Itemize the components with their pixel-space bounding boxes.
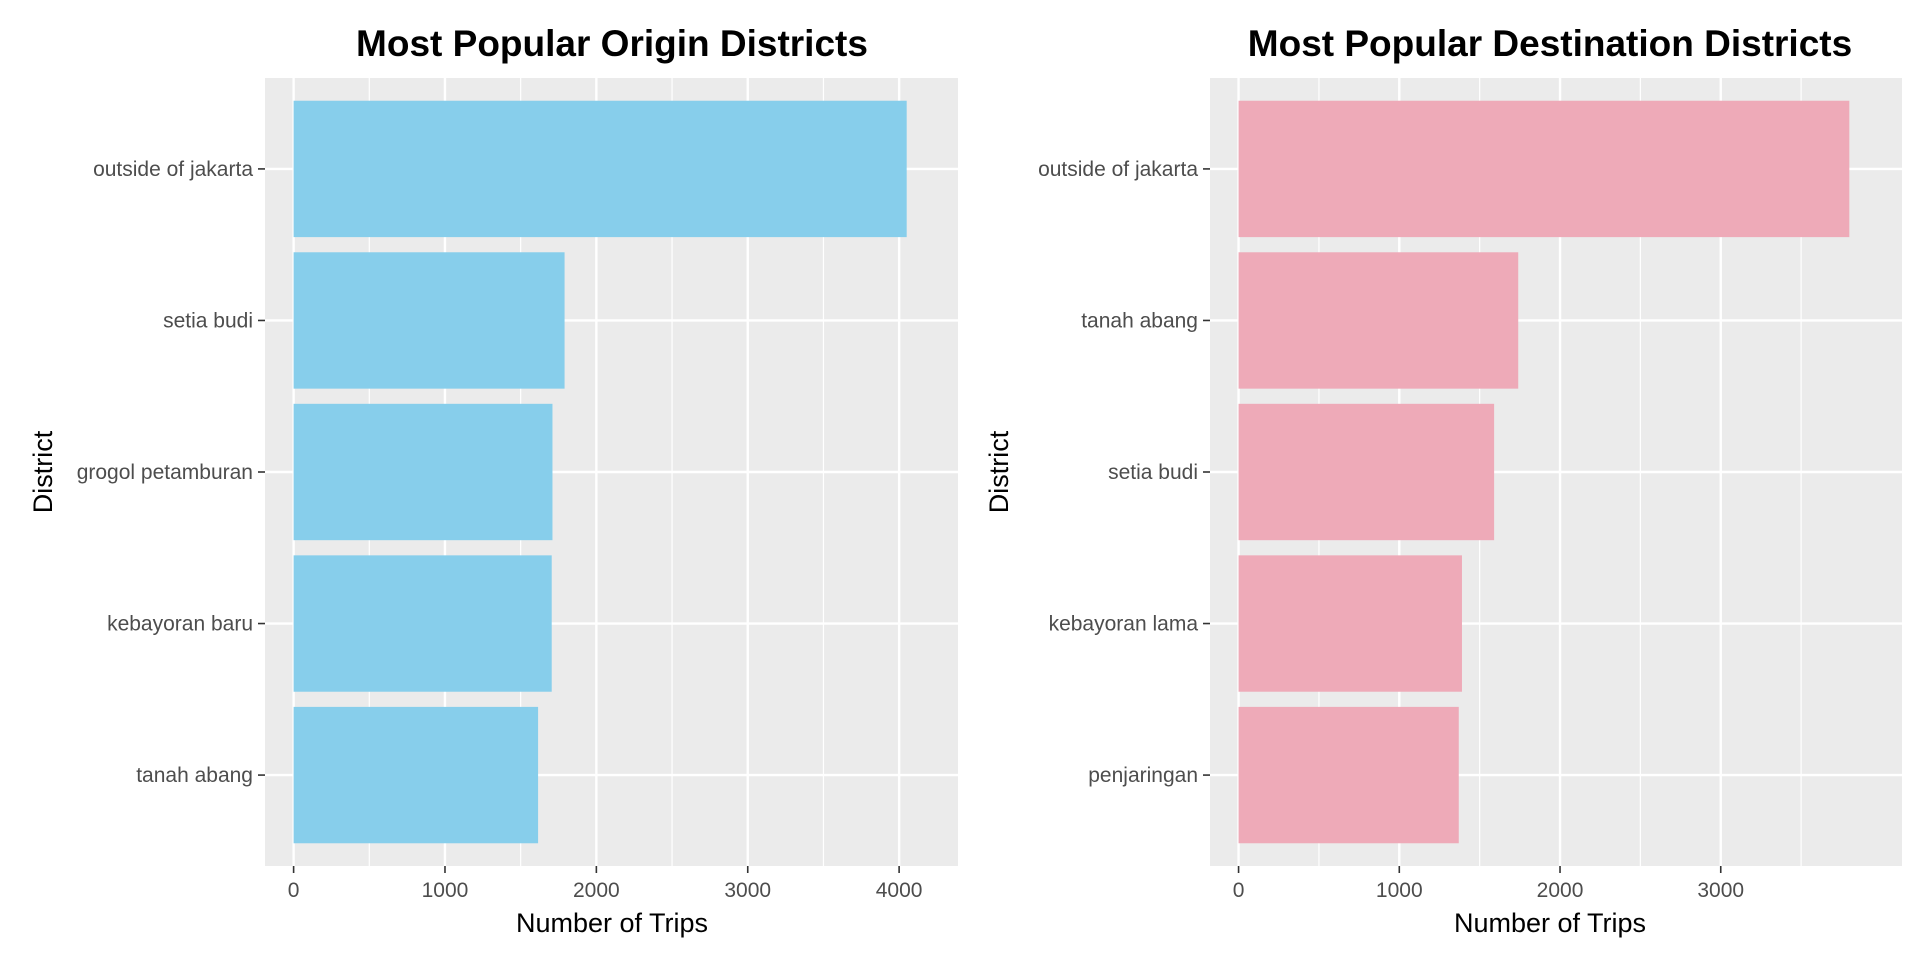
y-tick-label: tanah abang (1081, 309, 1198, 332)
chart-title: Most Popular Origin Districts (356, 23, 868, 64)
bars (293, 100, 907, 844)
x-tick-label: 1000 (422, 879, 469, 902)
bar (1238, 706, 1459, 844)
y-tick-label: setia budi (1108, 461, 1198, 484)
y-tick-label: penjaringan (1088, 764, 1198, 787)
x-tick-label: 2000 (573, 879, 620, 902)
bar (293, 252, 565, 389)
y-tick-label: tanah abang (136, 764, 253, 787)
bar (1238, 100, 1850, 238)
x-tick-label: 0 (1233, 879, 1245, 902)
x-tick-label: 1000 (1376, 879, 1423, 902)
y-tick-label: outside of jakarta (1038, 158, 1198, 181)
x-tick-label: 3000 (724, 879, 771, 902)
destination-districts-chart: outside of jakarta tanah abang setia budi k… (984, 23, 1902, 938)
bar (293, 100, 907, 238)
y-axis: outside of jakarta setia budi grogol petam… (77, 158, 265, 787)
x-tick-label: 0 (288, 879, 300, 902)
x-axis: 0 1000 2000 3000 (1233, 866, 1744, 902)
y-tick-label: setia budi (163, 309, 253, 332)
bars (1238, 100, 1850, 844)
y-tick-label: grogol petamburan (77, 461, 253, 484)
x-axis-title: Number of Trips (516, 908, 708, 938)
plot-panel (1210, 78, 1902, 866)
y-axis-title: District (984, 430, 1014, 513)
bar (293, 706, 539, 844)
x-tick-label: 3000 (1697, 879, 1744, 902)
bar (293, 555, 552, 692)
x-tick-label: 4000 (876, 879, 923, 902)
x-axis: 0 1000 2000 3000 4000 (288, 866, 923, 902)
bar (1238, 555, 1462, 692)
y-axis-title: District (28, 430, 58, 513)
chart-title: Most Popular Destination Districts (1248, 23, 1852, 64)
bar (1238, 403, 1495, 541)
origin-districts-chart: outside of jakarta setia budi grogol petam… (28, 23, 958, 938)
y-axis: outside of jakarta tanah abang setia budi k… (1038, 158, 1210, 787)
x-tick-label: 2000 (1537, 879, 1584, 902)
bar (1238, 252, 1519, 389)
plot-panel (265, 78, 958, 866)
x-axis-title: Number of Trips (1454, 908, 1646, 938)
y-tick-label: outside of jakarta (93, 158, 253, 181)
bar (293, 403, 553, 541)
y-tick-label: kebayoran baru (107, 613, 253, 636)
y-tick-label: kebayoran lama (1049, 613, 1199, 636)
